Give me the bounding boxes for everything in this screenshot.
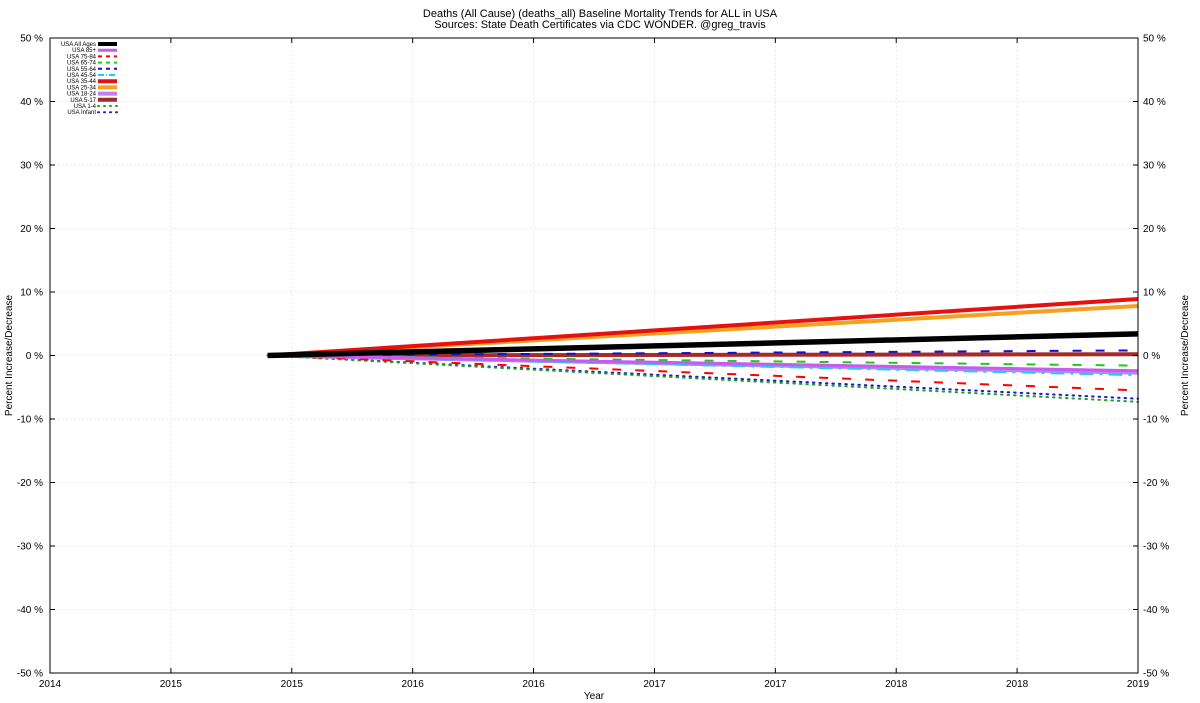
y-tick-label-left: 30 %: [20, 161, 43, 172]
y-tick-label-right: 40 %: [1143, 97, 1166, 108]
series-layer: [266, 296, 1139, 403]
x-tick-label: 2018: [885, 679, 908, 690]
y-tick-label-left: 40 %: [20, 97, 43, 108]
y-tick-label-right: 50 %: [1143, 34, 1166, 45]
legend-label-usa-all-ages: USA All Ages: [61, 42, 96, 48]
y-tick-label-left: -40 %: [17, 605, 43, 616]
y-tick-label-left: 0 %: [26, 351, 43, 362]
series-line-usa-75-84: [267, 354, 1139, 392]
x-tick-label: 2015: [160, 679, 183, 690]
y-tick-label-left: 20 %: [20, 224, 43, 235]
legend-label-usa-18-24: USA 18-24: [67, 92, 97, 98]
y-tick-label-right: -20 %: [1143, 478, 1169, 489]
y-tick-label-left: 10 %: [20, 288, 43, 299]
chart-subtitle: Sources: State Death Certificates via CD…: [434, 19, 766, 31]
y-axis-title-right: Percent Increase/Decrease: [1180, 294, 1191, 416]
x-tick-label: 2015: [281, 679, 304, 690]
y-tick-label-right: 30 %: [1143, 161, 1166, 172]
legend-label-usa-5-17: USA 5-17: [70, 98, 96, 104]
legend-label-usa-45-54: USA 45-54: [67, 73, 97, 79]
series-line-usa-85-: [267, 354, 1139, 373]
legend-label-usa-75-84: USA 75-84: [67, 54, 97, 60]
x-tick-label: 2019: [1127, 679, 1150, 690]
x-tick-label: 2016: [402, 679, 425, 690]
legend-label-usa-55-64: USA 55-64: [67, 67, 97, 73]
legend-label-usa-25-34: USA 25-34: [67, 85, 97, 91]
y-tick-label-right: -40 %: [1143, 605, 1169, 616]
y-tick-label-left: -10 %: [17, 415, 43, 426]
chart-title: Deaths (All Cause) (deaths_all) Baseline…: [422, 8, 778, 20]
y-tick-label-left: -30 %: [17, 542, 43, 553]
legend-label-usa-85-: USA 85+: [72, 48, 96, 54]
series-line-usa-all-ages: [267, 331, 1139, 359]
y-tick-label-right: -30 %: [1143, 542, 1169, 553]
series-line-usa-35-44: [267, 296, 1139, 358]
x-tick-label: 2017: [643, 679, 666, 690]
y-tick-label-left: -20 %: [17, 478, 43, 489]
legend-label-usa-35-44: USA 35-44: [67, 79, 97, 85]
y-tick-label-right: -10 %: [1143, 415, 1169, 426]
y-tick-label-right: 0 %: [1143, 351, 1160, 362]
ticks: -50 % -50 % -40 % -40 % -30 % -30 % -20 % -20 %…: [17, 34, 1169, 691]
y-tick-label-right: 20 %: [1143, 224, 1166, 235]
series-line-usa-1-4: [266, 354, 1139, 403]
y-tick-label-right: -50 %: [1143, 669, 1169, 680]
series-line-usa-55-64: [267, 349, 1139, 357]
y-tick-label-left: 50 %: [20, 34, 43, 45]
x-tick-label: 2017: [764, 679, 787, 690]
y-axis-title-left: Percent Increase/Decrease: [4, 294, 15, 416]
y-tick-label-left: -50 %: [17, 669, 43, 680]
x-tick-label: 2014: [39, 679, 62, 690]
legend-label-usa-infant: USA Infant: [67, 110, 96, 116]
legend-label-usa-1-4: USA 1-4: [74, 104, 97, 110]
x-tick-label: 2018: [1006, 679, 1029, 690]
y-tick-label-right: 10 %: [1143, 288, 1166, 299]
x-tick-label: 2016: [522, 679, 545, 690]
x-axis-title: Year: [584, 691, 605, 702]
legend-label-usa-65-74: USA 65-74: [67, 61, 97, 67]
